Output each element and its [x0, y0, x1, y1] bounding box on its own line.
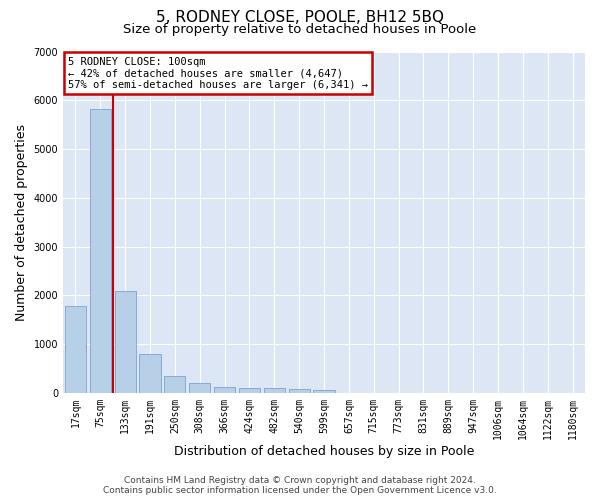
Text: Contains HM Land Registry data © Crown copyright and database right 2024.
Contai: Contains HM Land Registry data © Crown c…	[103, 476, 497, 495]
Text: 5, RODNEY CLOSE, POOLE, BH12 5BQ: 5, RODNEY CLOSE, POOLE, BH12 5BQ	[156, 10, 444, 25]
Bar	[139, 354, 161, 393]
Bar	[313, 390, 335, 393]
Text: Size of property relative to detached houses in Poole: Size of property relative to detached ho…	[124, 22, 476, 36]
Bar	[164, 376, 185, 393]
Bar	[214, 387, 235, 393]
Bar	[289, 389, 310, 393]
Text: 5 RODNEY CLOSE: 100sqm
← 42% of detached houses are smaller (4,647)
57% of semi-: 5 RODNEY CLOSE: 100sqm ← 42% of detached…	[68, 56, 368, 90]
Bar	[264, 388, 285, 393]
X-axis label: Distribution of detached houses by size in Poole: Distribution of detached houses by size …	[174, 444, 474, 458]
Bar	[189, 383, 211, 393]
Bar	[90, 109, 111, 393]
Bar	[115, 292, 136, 393]
Bar	[239, 388, 260, 393]
Y-axis label: Number of detached properties: Number of detached properties	[15, 124, 28, 320]
Bar	[65, 306, 86, 393]
